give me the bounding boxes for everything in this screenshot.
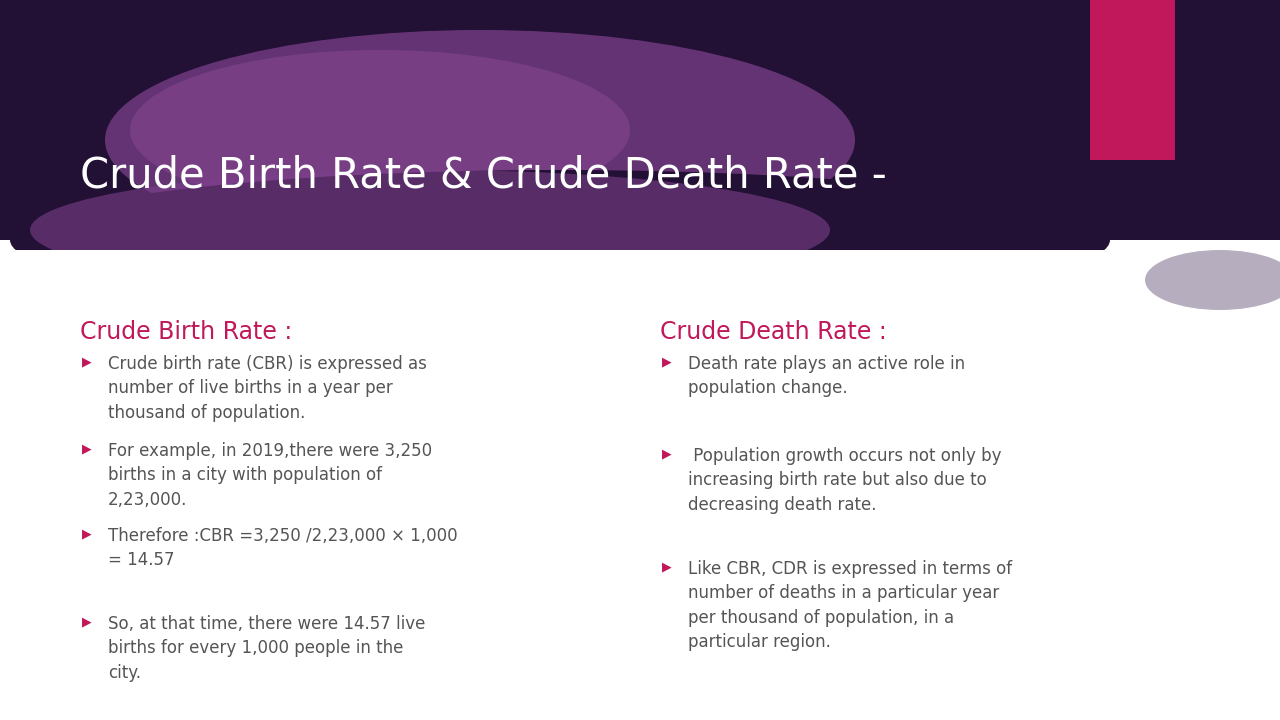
Text: Crude Death Rate :: Crude Death Rate :: [660, 320, 887, 344]
Text: For example, in 2019,there were 3,250
births in a city with population of
2,23,0: For example, in 2019,there were 3,250 bi…: [108, 442, 433, 508]
Text: Crude Birth Rate & Crude Death Rate -: Crude Birth Rate & Crude Death Rate -: [79, 154, 887, 196]
Text: Population growth occurs not only by
increasing birth rate but also due to
decre: Population growth occurs not only by inc…: [689, 447, 1001, 513]
FancyBboxPatch shape: [0, 305, 1280, 720]
Text: Death rate plays an active role in
population change.: Death rate plays an active role in popul…: [689, 355, 965, 397]
Ellipse shape: [105, 30, 855, 250]
FancyBboxPatch shape: [1091, 0, 1175, 160]
FancyBboxPatch shape: [0, 0, 1280, 240]
Text: ▶: ▶: [662, 560, 672, 573]
FancyBboxPatch shape: [0, 250, 1120, 720]
Ellipse shape: [29, 170, 829, 290]
Text: ▶: ▶: [82, 527, 92, 540]
Ellipse shape: [131, 50, 630, 210]
Text: Therefore :CBR =3,250 /2,23,000 × 1,000
= 14.57: Therefore :CBR =3,250 /2,23,000 × 1,000 …: [108, 527, 458, 570]
FancyBboxPatch shape: [1091, 0, 1175, 160]
Text: So, at that time, there were 14.57 live
births for every 1,000 people in the
cit: So, at that time, there were 14.57 live …: [108, 615, 425, 682]
Ellipse shape: [10, 170, 1110, 310]
Text: ▶: ▶: [82, 355, 92, 368]
Ellipse shape: [1146, 250, 1280, 310]
Text: Crude birth rate (CBR) is expressed as
number of live births in a year per
thous: Crude birth rate (CBR) is expressed as n…: [108, 355, 426, 422]
Text: ▶: ▶: [662, 355, 672, 368]
Text: Crude Birth Rate :: Crude Birth Rate :: [79, 320, 292, 344]
Text: Like CBR, CDR is expressed in terms of
number of deaths in a particular year
per: Like CBR, CDR is expressed in terms of n…: [689, 560, 1012, 651]
Text: ▶: ▶: [82, 442, 92, 455]
Text: ▶: ▶: [662, 447, 672, 460]
Text: ▶: ▶: [82, 615, 92, 628]
